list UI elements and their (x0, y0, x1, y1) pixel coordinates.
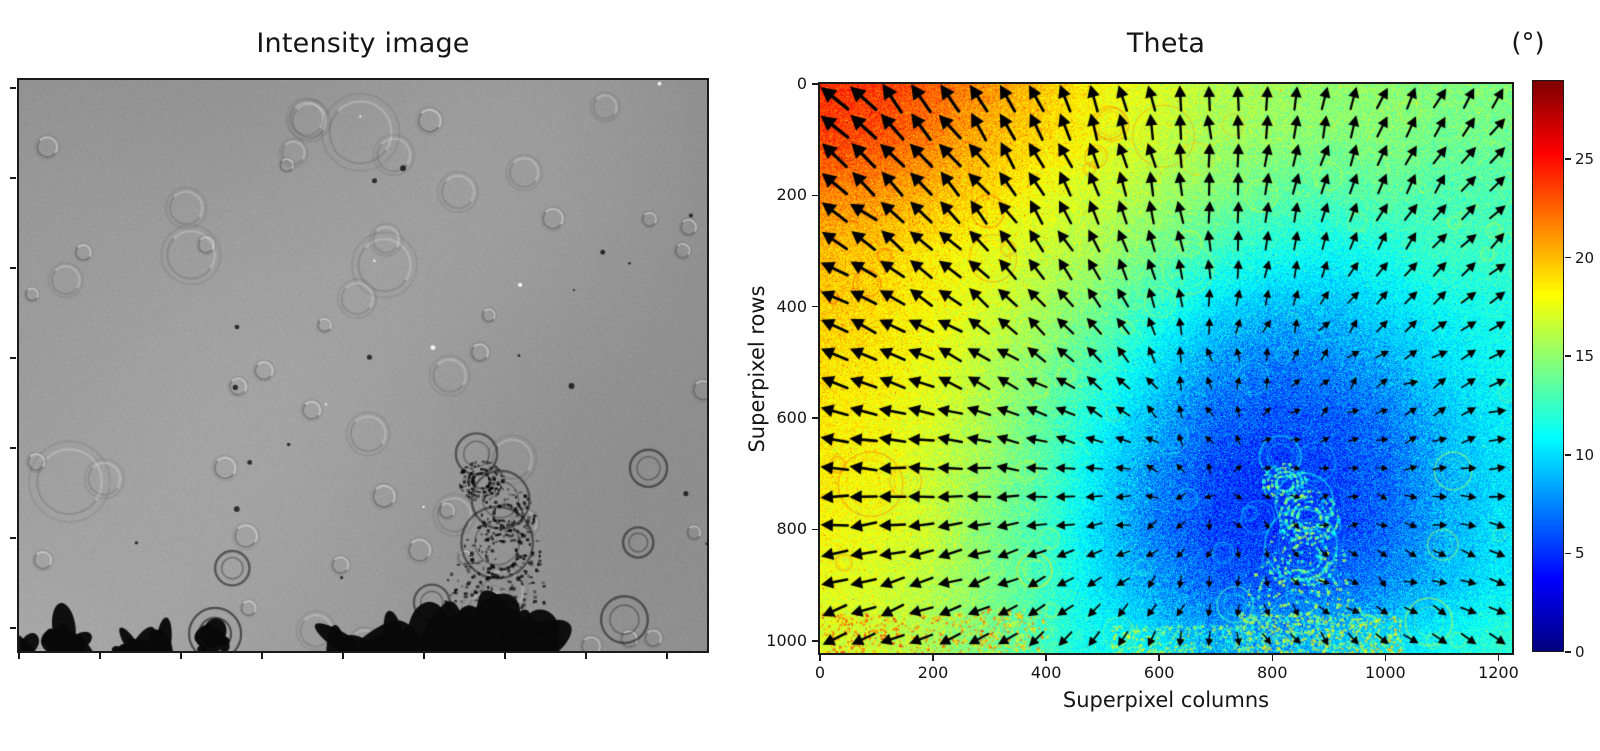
left-plot-y-tick-mark (10, 627, 16, 629)
colorbar-tick-label: 20 (1575, 248, 1595, 267)
colorbar-tick-label: 0 (1575, 643, 1585, 661)
colorbar-gradient-canvas (1533, 81, 1563, 651)
left-panel-title: Intensity image (256, 28, 470, 59)
x-axis-label: Superpixel columns (1062, 688, 1270, 712)
colorbar-tick-label: 15 (1575, 347, 1595, 366)
left-plot-x-tick-mark (666, 653, 668, 659)
colorbar-tick-label: 10 (1575, 445, 1595, 464)
left-plot-x-tick-mark (342, 653, 344, 659)
y-tick-label: 400 (776, 296, 807, 316)
left-plot-y-tick-mark (10, 447, 16, 449)
x-tick-mark (1497, 655, 1500, 661)
theta-heatmap-canvas (820, 84, 1512, 653)
y-tick-label: 200 (776, 185, 807, 205)
y-tick-mark (812, 305, 818, 308)
x-tick-label: 600 (1143, 663, 1175, 682)
x-tick-mark (1271, 655, 1274, 661)
colorbar-tick-mark (1565, 454, 1571, 456)
left-plot-x-tick-mark (18, 653, 20, 659)
left-plot-x-tick-mark (585, 653, 587, 659)
y-tick-mark (812, 528, 818, 531)
colorbar-tick-mark (1565, 552, 1571, 555)
left-plot-y-tick-mark (10, 537, 16, 539)
x-tick-label: 1000 (1365, 663, 1406, 682)
y-tick-mark (812, 194, 818, 197)
colorbar-tick-mark (1565, 158, 1571, 160)
colorbar-unit-label: (°) (1511, 28, 1545, 58)
y-tick-mark (812, 417, 818, 419)
colorbar-tick-label: 25 (1575, 149, 1595, 168)
left-plot-y-tick-mark (10, 177, 16, 179)
left-plot-x-tick-mark (180, 653, 182, 659)
right-panel-title: Theta (1126, 28, 1206, 59)
intensity-image-canvas (19, 80, 707, 651)
x-tick-mark (1158, 655, 1160, 661)
colorbar-tick-mark (1565, 651, 1571, 653)
left-plot-x-tick-mark (423, 653, 425, 659)
left-plot-x-tick-mark (99, 653, 101, 659)
theta-heatmap-plot (818, 82, 1514, 655)
x-tick-label: 1200 (1478, 663, 1519, 682)
x-tick-label: 400 (1030, 663, 1062, 682)
colorbar-tick-label: 5 (1575, 544, 1585, 563)
x-tick-mark (1384, 655, 1387, 661)
left-plot-x-tick-mark (261, 653, 263, 659)
x-tick-mark (819, 655, 821, 661)
x-tick-label: 0 (814, 663, 826, 682)
y-tick-mark (812, 83, 818, 85)
x-tick-mark (932, 655, 934, 661)
left-plot-y-tick-mark (10, 267, 16, 269)
colorbar-tick-mark (1565, 355, 1571, 357)
left-plot-x-tick-mark (504, 653, 506, 659)
y-tick-label: 0 (796, 74, 807, 93)
x-tick-mark (1045, 655, 1047, 661)
colorbar-tick-mark (1565, 256, 1571, 259)
y-tick-label: 1000 (766, 630, 807, 650)
y-tick-mark (812, 640, 818, 642)
x-tick-label: 200 (917, 663, 949, 682)
intensity-image-plot (17, 78, 709, 653)
colorbar (1532, 80, 1564, 652)
y-tick-label: 800 (776, 519, 807, 539)
left-plot-y-tick-mark (10, 357, 16, 359)
y-tick-label: 600 (776, 408, 807, 428)
left-plot-y-tick-mark (10, 87, 16, 89)
x-tick-label: 800 (1257, 663, 1288, 682)
